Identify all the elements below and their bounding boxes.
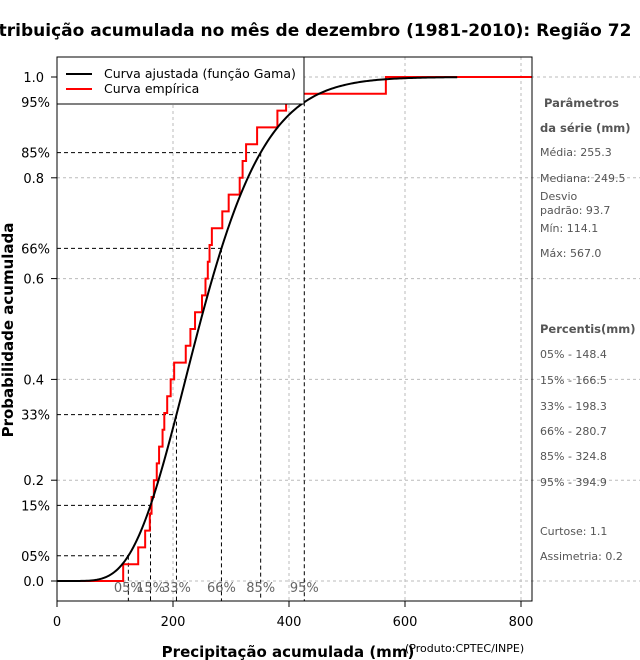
x-tick-label: 800 bbox=[509, 615, 534, 630]
y-tick-label: 0.6 bbox=[23, 273, 44, 288]
percentile-x-label: 66% bbox=[207, 581, 236, 596]
y-tick-label: 1.0 bbox=[23, 71, 44, 86]
stat-media: Média: 255.3 bbox=[540, 146, 612, 159]
x-tick-label: 400 bbox=[277, 615, 302, 630]
empirical-curve bbox=[57, 76, 532, 582]
y-tick-label: 0.8 bbox=[23, 172, 44, 187]
percentil-15: 15% - 166.5 bbox=[540, 374, 607, 387]
legend: Curva ajustada (função Gama) Curva empír… bbox=[56, 56, 305, 105]
x-tick-label: 200 bbox=[161, 615, 186, 630]
percentil-66: 66% - 280.7 bbox=[540, 425, 607, 438]
x-axis-label: Precipitação acumulada (mm) bbox=[162, 643, 415, 660]
y-tick-label: 0.4 bbox=[23, 373, 44, 388]
percentile-x-label: 05% bbox=[114, 581, 143, 596]
percentil-33: 33% - 198.3 bbox=[540, 400, 607, 413]
params-title-2: da série (mm) bbox=[540, 121, 631, 135]
percentil-85: 85% - 324.8 bbox=[540, 450, 607, 463]
x-axis-note: (Produto:CPTEC/INPE) bbox=[405, 642, 524, 655]
percentis-title: Percentis(mm) bbox=[540, 322, 635, 336]
y-axis-label: Probabilidade acumulada bbox=[0, 223, 17, 438]
stat-mediana: Mediana: 249.5 bbox=[540, 172, 625, 185]
percentile-y-label: 66% bbox=[21, 242, 50, 257]
stat-max: Máx: 567.0 bbox=[540, 247, 601, 260]
stat-assimetria: Assimetria: 0.2 bbox=[540, 550, 623, 563]
legend-label-empirical: Curva empírica bbox=[104, 81, 199, 96]
percentil-95: 95% - 394.9 bbox=[540, 476, 607, 489]
percentile-x-label: 33% bbox=[162, 581, 191, 596]
curves bbox=[57, 76, 532, 582]
stat-curtose: Curtose: 1.1 bbox=[540, 525, 607, 538]
percentile-y-label: 15% bbox=[21, 499, 50, 514]
percentile-y-label: 05% bbox=[21, 550, 50, 565]
percentile-y-label: 85% bbox=[21, 147, 50, 162]
stat-desvio-1: Desvio bbox=[540, 190, 578, 203]
params-title: Parâmetros bbox=[544, 96, 619, 110]
percentile-x-label: 15% bbox=[136, 581, 165, 596]
percentile-x-label: 85% bbox=[246, 581, 275, 596]
y-tick-label: 0.0 bbox=[23, 575, 44, 590]
stat-min: Mín: 114.1 bbox=[540, 222, 598, 235]
plot-border bbox=[56, 56, 533, 602]
x-tick-label: 0 bbox=[53, 615, 61, 630]
percentile-guides: 05%15%33% 66% 85% 95% bbox=[57, 101, 319, 601]
percentile-y-label: 95% bbox=[21, 96, 50, 111]
fitted-gamma-curve bbox=[57, 76, 458, 582]
y-tick-label: 0.2 bbox=[23, 474, 44, 489]
percentile-y-label: 33% bbox=[21, 409, 50, 424]
percentil-05: 05% - 148.4 bbox=[540, 348, 607, 361]
x-tick-label: 600 bbox=[393, 615, 418, 630]
percentile-x-label: 95% bbox=[290, 581, 319, 596]
stat-desvio-2: padrão: 93.7 bbox=[540, 204, 610, 217]
axes: 05%15%33%66%85%95%0 200 400 600 8000.00.20.4… bbox=[21, 71, 533, 630]
legend-label-fitted: Curva ajustada (função Gama) bbox=[104, 66, 296, 81]
stats-panel: Parâmetros da série (mm) Média: 255.3 Me… bbox=[540, 96, 635, 563]
chart-title: Distribuição acumulada no mês de dezembr… bbox=[0, 21, 631, 41]
